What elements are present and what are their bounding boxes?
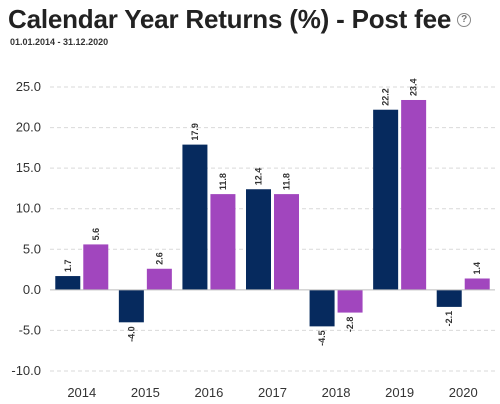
- y-tick-label: 10.0: [16, 201, 41, 216]
- bar: [210, 194, 236, 290]
- x-tick-label: 2014: [67, 385, 96, 400]
- data-label: 12.4: [254, 168, 264, 186]
- bar: [373, 109, 399, 290]
- help-icon[interactable]: ?: [457, 12, 472, 27]
- y-tick-label: -5.0: [19, 322, 41, 337]
- y-tick-label: 25.0: [16, 79, 41, 94]
- chart-header: Calendar Year Returns (%) - Post fee ?: [8, 4, 472, 35]
- bar: [309, 289, 335, 327]
- y-tick-label: -10.0: [11, 363, 41, 378]
- bar: [146, 268, 172, 290]
- data-label: -2.1: [444, 311, 454, 327]
- x-tick-label: 2019: [385, 385, 414, 400]
- bar: [55, 276, 81, 290]
- bar: [436, 289, 462, 307]
- bar: [83, 244, 109, 290]
- bar: [464, 278, 490, 290]
- bar: [401, 99, 427, 290]
- data-label: 11.8: [218, 173, 228, 190]
- bar: [246, 189, 271, 290]
- data-label: -2.8: [345, 317, 355, 333]
- data-label: 22.2: [381, 88, 391, 106]
- data-label: 5.6: [91, 228, 101, 241]
- x-tick-label: 2020: [449, 385, 478, 400]
- x-tick-label: 2016: [194, 385, 223, 400]
- data-label: -4.0: [126, 326, 136, 342]
- data-label: -4.5: [317, 330, 327, 346]
- data-label: 11.8: [282, 173, 292, 190]
- data-label: 17.9: [190, 123, 200, 141]
- y-tick-label: 5.0: [23, 241, 41, 256]
- bar: [274, 194, 299, 290]
- bar: [182, 144, 208, 290]
- bar: [337, 289, 363, 313]
- x-tick-label: 2017: [258, 385, 287, 400]
- y-tick-label: 0.0: [23, 282, 41, 297]
- x-tick-label: 2015: [131, 385, 160, 400]
- data-label: 2.6: [154, 252, 164, 265]
- bar: [118, 289, 144, 323]
- data-label: 23.4: [409, 78, 419, 96]
- chart-title: Calendar Year Returns (%) - Post fee: [8, 4, 452, 34]
- y-tick-label: 15.0: [16, 160, 41, 175]
- data-label: 1.7: [63, 260, 73, 273]
- y-tick-label: 20.0: [16, 120, 41, 135]
- x-tick-label: 2018: [322, 385, 351, 400]
- date-range: 01.01.2014 - 31.12.2020: [10, 37, 109, 47]
- data-label: 1.4: [472, 262, 482, 275]
